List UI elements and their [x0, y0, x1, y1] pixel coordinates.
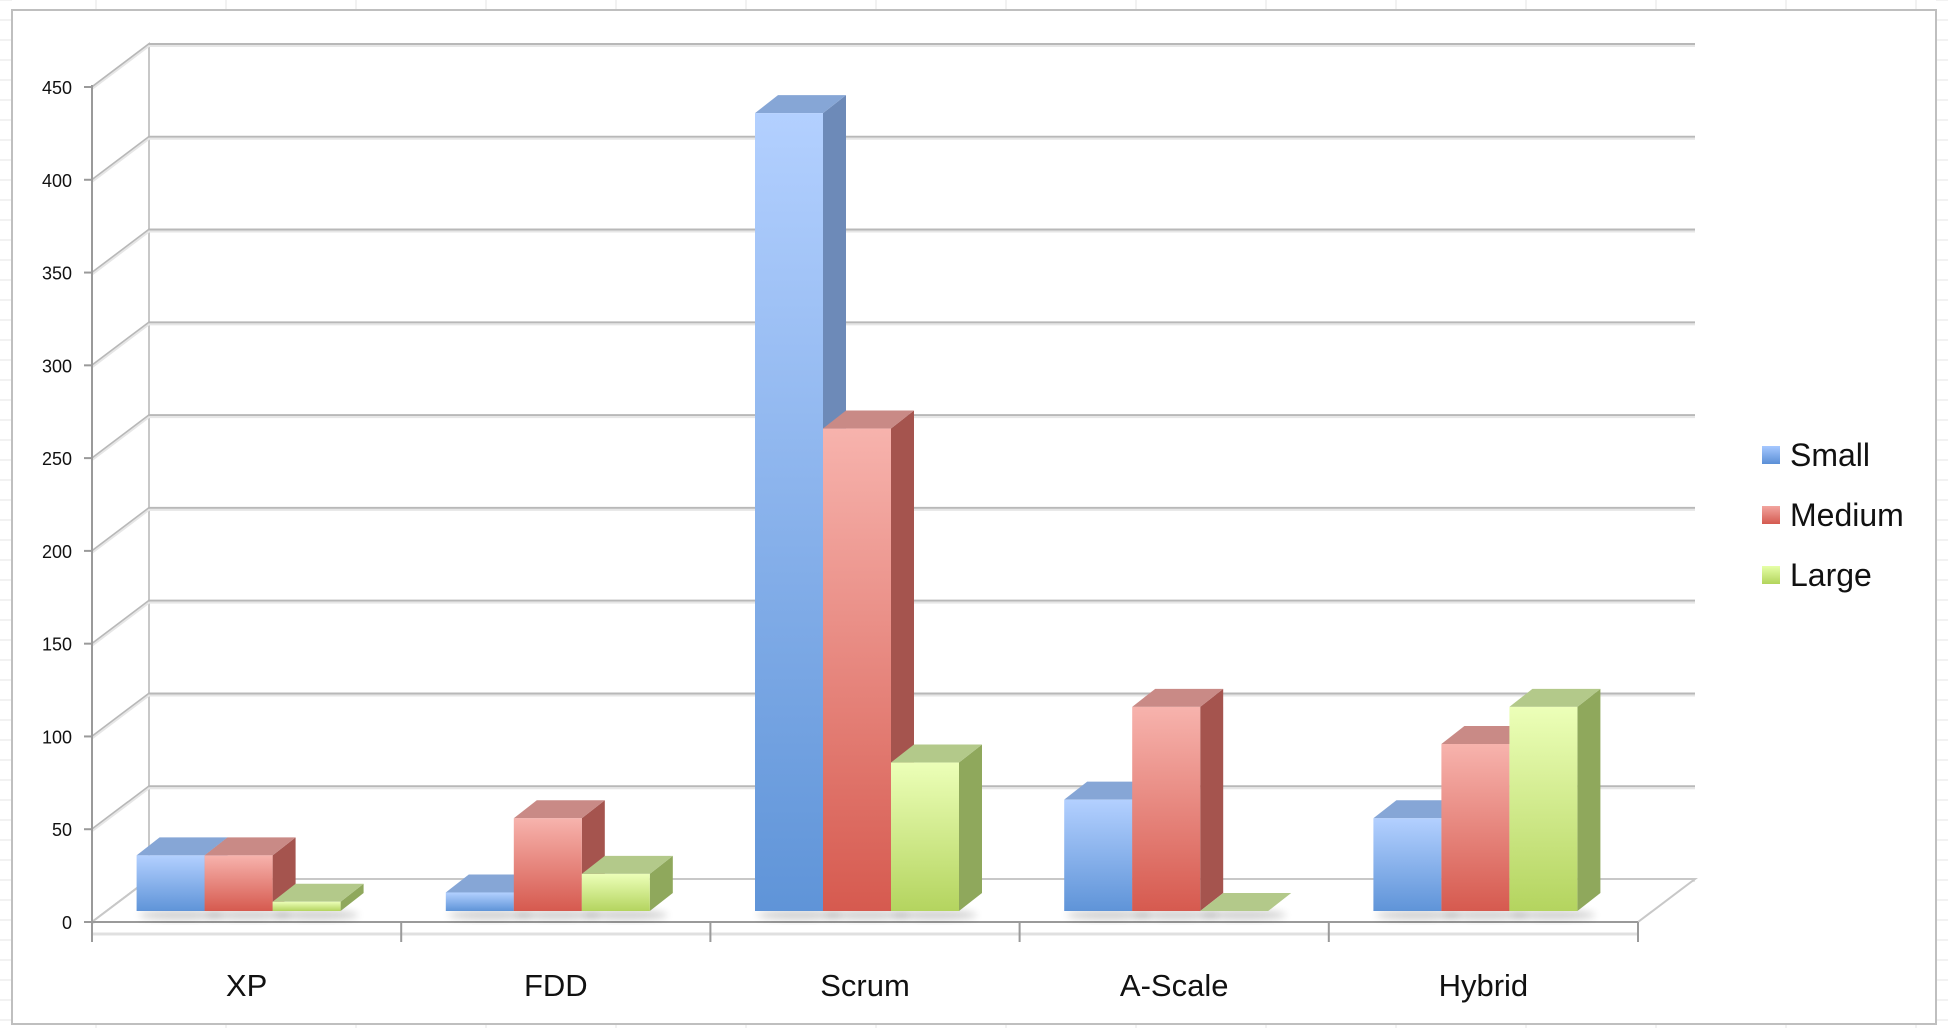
x-tick-label: A-Scale — [1120, 968, 1229, 1003]
bar-top — [1200, 893, 1292, 911]
y-tick-label: 200 — [42, 542, 72, 562]
bar-large-fdd — [581, 855, 673, 920]
y-tick-label: 50 — [52, 820, 72, 840]
bar-shadow — [206, 910, 291, 920]
bar-front — [204, 855, 273, 911]
y-axis: 0 50 100 150 200 250 300 350 400 450 — [42, 78, 93, 933]
bar-front — [891, 762, 959, 911]
bar-shadow — [1375, 910, 1460, 920]
gridline-shadow — [91, 137, 1695, 183]
gridline — [91, 228, 1695, 274]
gridline — [91, 135, 1695, 181]
bar-shadow — [583, 910, 668, 920]
bar-front — [755, 113, 823, 912]
gridline-shadow — [91, 416, 1695, 461]
bar-front — [136, 855, 205, 911]
legend-swatch-small — [1762, 446, 1780, 464]
bar-front — [581, 873, 650, 911]
gridline — [91, 506, 1695, 552]
bar-large-scrum — [891, 744, 982, 920]
bar-shadow — [1066, 910, 1151, 920]
bar-shadow — [757, 910, 841, 920]
bar-front — [1132, 706, 1201, 911]
gridlines — [91, 43, 1695, 925]
legend: Small Medium Large — [1762, 437, 1904, 593]
x-tick-label: XP — [226, 968, 267, 1003]
legend-swatch-large — [1762, 566, 1780, 584]
bar-front — [1441, 744, 1510, 911]
bars — [136, 95, 1601, 920]
legend-swatch-medium — [1762, 506, 1780, 524]
bar-shadow — [893, 910, 977, 920]
bar-front — [1509, 706, 1578, 911]
bar-side — [1577, 688, 1601, 911]
y-tick-label: 0 — [62, 913, 72, 933]
bar-front — [1373, 818, 1442, 911]
bar-top — [755, 95, 846, 114]
bar-shadow — [825, 910, 909, 920]
bar-top — [513, 800, 605, 819]
bar-shadow — [274, 910, 359, 920]
bar-large-hybrid — [1509, 688, 1601, 920]
x-tick-label: FDD — [524, 968, 588, 1003]
bar-top — [272, 883, 364, 902]
bar-top — [1132, 688, 1224, 707]
gridline-shadow — [91, 508, 1695, 554]
gridline — [91, 321, 1695, 367]
bar-front — [272, 901, 341, 911]
legend-label-large: Large — [1790, 557, 1872, 593]
bar-side — [959, 744, 982, 911]
bar-shadow — [515, 910, 600, 920]
bar-large-a-scale — [1200, 893, 1292, 920]
gridline-shadow — [91, 230, 1695, 276]
bar-shadow — [138, 910, 223, 920]
bar-shadow — [1443, 910, 1528, 920]
bar-large-xp — [272, 883, 364, 920]
bar-shadow — [447, 910, 532, 920]
gridline — [91, 599, 1695, 645]
bar-medium-a-scale — [1132, 688, 1224, 920]
gridline-shadow — [91, 45, 1695, 90]
y-tick-label: 150 — [42, 635, 72, 655]
bar-top — [823, 410, 914, 429]
bar-shadow — [1511, 910, 1596, 920]
bar-top — [136, 837, 228, 856]
y-tick-label: 450 — [42, 78, 72, 98]
gridline-shadow — [91, 601, 1695, 647]
bar-front — [513, 818, 582, 911]
bar-top — [581, 855, 673, 874]
bar-top — [1509, 688, 1601, 707]
bar-side — [340, 883, 364, 911]
bar-medium-fdd — [513, 800, 605, 920]
gridline-shadow — [91, 323, 1695, 369]
x-tick-label: Scrum — [820, 968, 910, 1003]
bar-side — [649, 855, 673, 911]
bar-shadow — [1134, 910, 1219, 920]
y-tick-label: 250 — [42, 449, 72, 469]
y-tick-label: 100 — [42, 727, 72, 747]
x-axis: XP FDD Scrum A-Scale Hybrid — [91, 921, 1639, 1003]
x-tick-label: Hybrid — [1439, 968, 1529, 1003]
y-tick-label: 400 — [42, 171, 72, 191]
bar-shadow — [1202, 910, 1287, 920]
y-tick-label: 300 — [42, 356, 72, 376]
bar-top — [891, 744, 982, 763]
gridline — [91, 43, 1695, 88]
gridline — [91, 414, 1695, 459]
y-tick-label: 350 — [42, 264, 72, 284]
bar-top — [204, 837, 296, 856]
legend-label-medium: Medium — [1790, 497, 1904, 533]
bar-front — [445, 892, 514, 911]
legend-label-small: Small — [1790, 437, 1870, 473]
bar-front — [1064, 799, 1133, 911]
bar-front — [823, 428, 891, 911]
bar-side — [1200, 688, 1224, 911]
